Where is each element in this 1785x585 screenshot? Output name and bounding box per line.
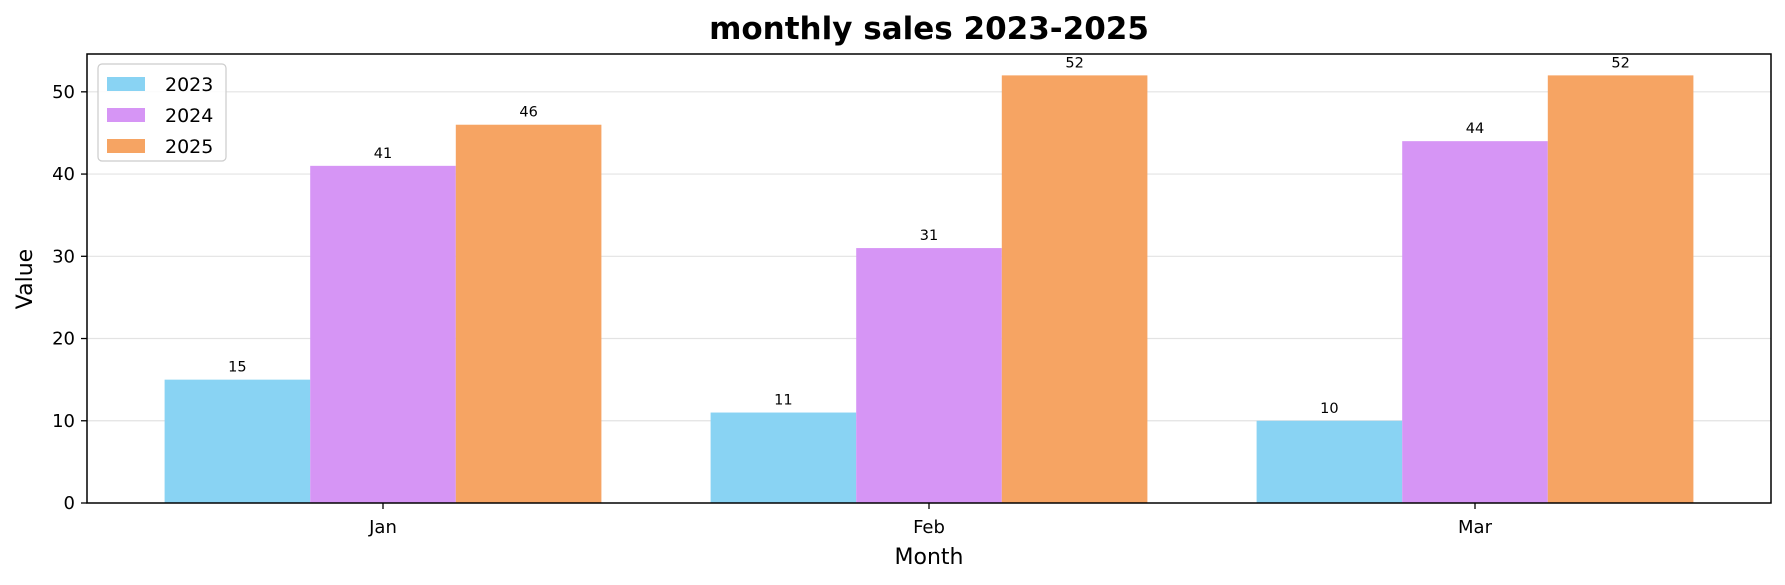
bar-2023-mar [1256,420,1403,503]
y-axis-label: Value [13,249,38,309]
bar-2025-jan [455,124,602,503]
data-labels: 15 11 10 41 31 44 46 52 52 [228,55,1630,416]
legend-swatch [107,108,145,122]
legend-swatch [107,77,145,91]
y-tick-label: 40 [52,164,75,185]
bar-2023-jan [164,379,311,503]
data-label: 31 [920,228,938,244]
x-axis-label: Month [895,545,964,570]
x-tick-label: Feb [913,517,945,538]
chart-title: monthly sales 2023-2025 [709,11,1149,47]
x-tick-label: Jan [368,517,397,538]
bar-2024-jan [310,165,456,504]
legend-swatch [107,139,145,153]
bars [164,75,1694,504]
legend-label: 2023 [165,74,213,96]
data-label: 52 [1065,55,1083,71]
y-tick-label: 20 [52,329,75,350]
bar-2025-feb [1001,75,1148,503]
bar-2025-mar [1547,75,1694,503]
y-tick-label: 10 [52,411,75,432]
bar-2024-mar [1402,141,1548,503]
data-label: 44 [1466,121,1484,137]
y-tick-label: 30 [52,246,75,267]
y-tick-label: 0 [64,493,75,514]
x-tick-label: Mar [1458,517,1493,538]
legend-label: 2025 [165,136,213,158]
data-label: 10 [1320,401,1338,417]
data-label: 41 [374,146,392,162]
bar-2023-feb [710,412,857,503]
y-axis: 0 10 20 30 40 50 [52,82,87,514]
data-label: 15 [228,360,246,376]
data-label: 46 [519,105,537,121]
legend-label: 2024 [165,105,213,127]
x-axis: Jan Feb Mar [368,503,1493,538]
y-tick-label: 50 [52,82,75,103]
bar-2024-feb [856,248,1002,503]
data-label: 52 [1611,55,1629,71]
data-label: 11 [774,393,792,409]
legend: 2023 2024 2025 [97,63,227,162]
